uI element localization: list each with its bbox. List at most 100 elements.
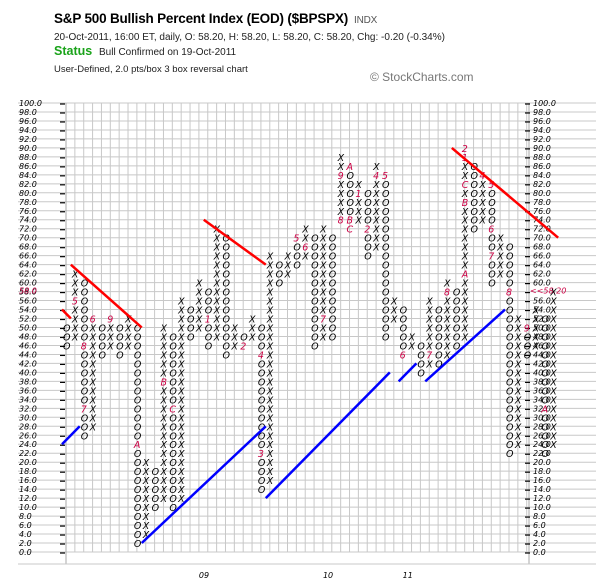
o-box: O [134,431,142,442]
x-box: X [443,315,451,326]
x-box: X [124,341,132,352]
x-box: X [461,332,469,343]
o-box: O [435,306,443,317]
o-box: O [311,279,319,290]
x-box: X [319,288,327,299]
x-box: X [425,341,433,352]
y-axis-label-right: 2.0 [533,539,546,548]
y-axis-label-left: 60.0 [19,279,37,288]
o-box: O [488,207,496,218]
x-box: X [319,261,327,272]
o-box: O [258,332,266,343]
y-axis-label-left: 66.0 [19,252,37,261]
y-axis-label-right: 24.0 [533,440,551,449]
o-box: O [506,422,514,433]
x-box: X [71,279,79,290]
month-marker: B [462,198,469,209]
x-box: X [177,395,185,406]
x-box: X [230,332,238,343]
x-box: X [213,252,221,263]
x-box: X [496,252,504,263]
o-box: O [453,288,461,299]
y-axis-label-right: 86.0 [533,162,551,171]
x-box: X [372,198,380,209]
x-box: X [266,386,274,397]
status-label: Status [54,44,93,58]
y-axis-label-left: 92.0 [19,135,37,144]
x-box: X [372,180,380,191]
o-box: O [81,413,89,424]
resistance-trendline [451,146,559,239]
x-box: X [266,252,274,263]
x-box: X [177,350,185,361]
o-box: O [453,341,461,352]
o-box: O [311,306,319,317]
o-box: O [134,324,142,335]
x-box: X [514,440,522,451]
y-axis-label-left: 58.0 [19,288,37,297]
x-box: X [390,306,398,317]
x-box: X [549,341,557,352]
x-axis-label: 10 [323,571,333,580]
o-box: O [488,270,496,281]
o-box: O [329,234,337,245]
x-box: X [177,377,185,388]
quote-line: 20-Oct-2011, 16:00 ET, daily, O: 58.20, … [54,32,445,43]
o-box: O [329,243,337,254]
o-box: O [311,243,319,254]
x-box: X [89,422,97,433]
y-axis-label-left: 62.0 [19,270,37,279]
o-box: O [258,422,266,433]
x-box: X [213,270,221,281]
o-box: O [417,359,425,370]
x-box: X [461,216,469,227]
month-marker: 6 [302,243,308,254]
o-box: O [382,270,390,281]
x-box: X [337,180,345,191]
x-box: X [159,494,167,505]
y-axis-label-right: 94.0 [533,126,551,135]
o-box: O [471,207,479,218]
o-box: O [134,449,142,460]
o-box: O [169,503,177,514]
y-axis-label-right: 62.0 [533,270,551,279]
o-box: O [258,485,266,496]
x-box: X [514,359,522,370]
y-axis-label-left: 12.0 [19,494,37,503]
x-box: X [142,521,150,532]
o-box: O [329,324,337,335]
y-axis-label-right: 32.0 [533,404,551,413]
x-box: X [142,512,150,523]
o-box: O [541,440,549,451]
o-box: O [152,467,160,478]
o-box: O [471,225,479,236]
x-box: X [213,315,221,326]
o-box: O [81,288,89,299]
o-box: O [134,503,142,514]
o-box: O [471,180,479,191]
o-box: O [98,332,106,343]
x-box: X [425,306,433,317]
o-box: O [541,359,549,370]
y-axis-label-left: 22.0 [19,449,37,458]
o-box: O [506,261,514,272]
y-axis-label-left: 100.0 [19,99,42,108]
x-box: X [89,413,97,424]
y-axis-label-left: 26.0 [19,431,37,440]
x-box: X [89,395,97,406]
y-axis-label-right: 74.0 [533,216,551,225]
y-axis-label-left: 70.0 [19,234,37,243]
o-box: O [453,306,461,317]
month-marker: A [461,270,469,281]
o-box: O [435,350,443,361]
o-box: O [81,359,89,370]
x-box: X [266,431,274,442]
x-box: X [425,324,433,335]
o-box: O [541,413,549,424]
o-box: O [258,368,266,379]
month-marker: 2 [364,225,370,236]
x-box: X [159,324,167,335]
x-box: X [532,341,540,352]
o-box: O [205,324,213,335]
